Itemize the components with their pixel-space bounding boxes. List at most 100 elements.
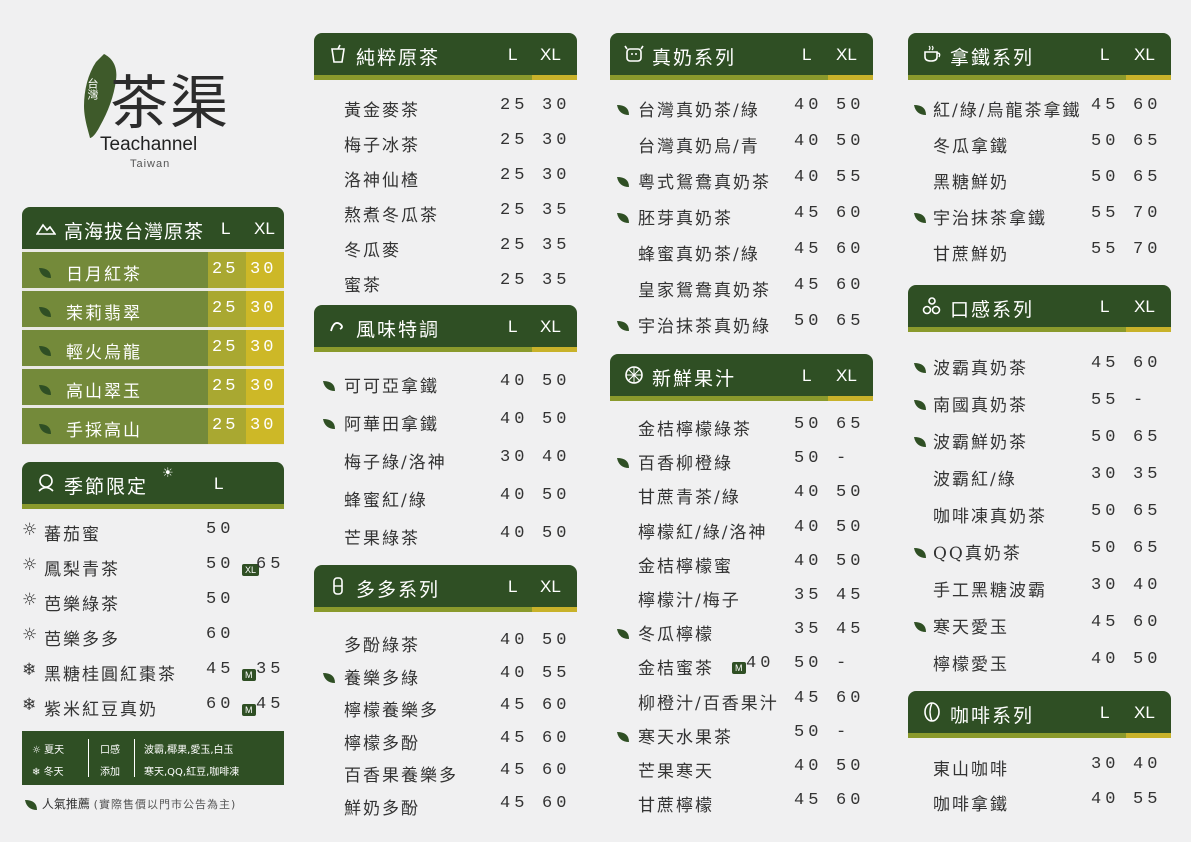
leaf-icon	[616, 173, 630, 187]
item-name: 金桔檸檬綠茶	[638, 420, 752, 440]
item-name: 金桔蜜茶	[638, 659, 714, 680]
menu-item: 檸檬紅/綠/洛神 40 50	[616, 518, 866, 543]
menu-item: 甘蔗鮮奶 55 70	[913, 240, 1163, 265]
section-title: 多多系列	[356, 579, 441, 601]
price-l: 40	[794, 551, 823, 571]
price-xl: 60	[1133, 96, 1162, 115]
section-title: 拿鐵系列	[950, 47, 1035, 69]
section-title: 高海拔台灣原茶	[64, 221, 205, 243]
sun-icon: ☼	[22, 520, 40, 540]
price-l: 40	[794, 168, 823, 187]
price-xl: 30	[250, 338, 277, 357]
size-badge: M	[242, 703, 256, 716]
size-l-label: L	[221, 219, 231, 238]
item-name: 蕃茄蜜	[44, 525, 101, 545]
menu-item: 咖啡拿鐵 40 55	[913, 790, 1163, 815]
sun-icon: ☼	[22, 555, 40, 575]
texture-label: 口感	[100, 745, 120, 756]
leaf-icon	[616, 209, 630, 223]
item-name: 南國真奶茶	[933, 396, 1028, 416]
leaf-icon	[38, 303, 52, 317]
item-name: 皇家鴛鴦真奶茶	[638, 281, 771, 301]
winter-label: 冬天	[43, 767, 64, 778]
menu-item: 波霸真奶茶 45 60	[913, 354, 1163, 379]
price-l: 25	[212, 260, 239, 279]
menu-item: 宇治抹茶真奶綠 50 65	[616, 312, 866, 337]
price-l: 50	[794, 312, 823, 331]
section-header-texture: 口感系列 L XL	[908, 285, 1171, 332]
item-name: 梅子冰茶	[344, 136, 420, 156]
item-name: 台灣真奶茶/綠	[638, 101, 760, 121]
size-l-label: L	[1100, 297, 1110, 316]
price-xl: 45	[836, 620, 865, 640]
price-xl: -	[836, 654, 851, 674]
size-l-label: L	[214, 474, 224, 493]
price-xl: 35	[542, 236, 571, 255]
leaf-icon	[322, 415, 336, 429]
menu-item: 宇治抹茶拿鐵 55 70	[913, 204, 1163, 229]
badge-price: 40	[746, 654, 775, 674]
menu-item: 南國真奶茶 55-	[913, 391, 1163, 416]
size-badge: M	[242, 668, 256, 681]
price-l: 50	[1091, 168, 1120, 187]
menu-item: 冬瓜檸檬 35 45	[616, 620, 866, 645]
item-name: 芒果綠茶	[344, 529, 420, 549]
menu-item: 波霸紅/綠 30 35	[913, 465, 1163, 490]
leaf-icon	[38, 342, 52, 356]
leaf-icon	[616, 101, 630, 115]
cup-icon	[331, 44, 345, 63]
price-xl: 55	[542, 663, 571, 683]
item-name: 蜜茶	[344, 276, 382, 296]
legend-box: ☼ 夏天 ❄ 冬天 口感 添加 波霸,椰果,愛玉,白玉 寒天,QQ,紅豆,咖啡凍	[22, 731, 284, 785]
price-xl: 65	[836, 312, 865, 331]
section-header-milk: 真奶系列 L XL	[610, 33, 873, 80]
menu-item: 百香柳橙綠 50-	[616, 449, 866, 474]
menu-item: 金桔檸檬蜜 40 50	[616, 551, 866, 577]
price-xl: 50	[542, 524, 571, 543]
item-name: 波霸真奶茶	[933, 359, 1028, 379]
item-name: 甘蔗鮮奶	[933, 245, 1009, 265]
coffee-cup-icon	[924, 45, 941, 62]
menu-item: 手工黑糖波霸 30 40	[913, 576, 1163, 601]
item-name: 芭樂綠茶	[44, 595, 120, 615]
menu-item: 冬瓜麥 25 35	[322, 236, 572, 261]
section-header-coffee: 咖啡系列 L XL	[908, 691, 1171, 738]
price-xl: 30	[542, 166, 571, 185]
size-badge: M	[732, 661, 746, 674]
leaf-icon	[913, 359, 927, 373]
price-note: (實際售價以門市公告為主)	[93, 798, 237, 811]
price-xl: -	[836, 449, 851, 469]
add-label: 添加	[100, 767, 120, 778]
price-l: 25	[500, 166, 529, 185]
price-xl: 60	[836, 240, 865, 259]
item-name: 粵式鴛鴦真奶茶	[638, 173, 771, 193]
price-l: 40	[794, 483, 823, 503]
person-icon	[38, 474, 54, 492]
price-l: 50	[1091, 132, 1120, 151]
price-l: 40	[500, 524, 529, 543]
price-l: 45	[500, 728, 529, 748]
price-xl: 60	[542, 696, 571, 715]
item-name: 波霸紅/綠	[933, 470, 1017, 490]
item-name: 金桔檸檬蜜	[638, 556, 733, 577]
section-header-latte: 拿鐵系列 L XL	[908, 33, 1171, 80]
price-l: 60	[206, 625, 235, 644]
menu-item: 寒天愛玉 45 60	[913, 613, 1163, 638]
section-title: 口感系列	[950, 299, 1035, 321]
size-xl-label: XL	[540, 317, 561, 336]
price-l: 50	[206, 590, 235, 609]
item-name: 冬瓜麥	[344, 241, 401, 261]
price-l: 50	[1091, 428, 1120, 447]
price-l: 30	[1091, 465, 1120, 484]
leaf-icon	[913, 544, 927, 558]
menu-item: 台灣真奶茶/綠 40 50	[616, 96, 866, 121]
menu-item: 熬煮冬瓜茶 25 35	[322, 201, 572, 226]
size-l-label: L	[1100, 45, 1110, 64]
size-xl-label: XL	[1134, 45, 1155, 64]
price-l: 40	[1091, 790, 1120, 809]
popular-label: 人氣推薦	[41, 797, 90, 811]
price-xl: 55	[1133, 790, 1162, 809]
price-l: 45	[794, 276, 823, 295]
section-header-season: 季節限定 ☀ L	[22, 462, 284, 504]
size-xl-label: XL	[1134, 703, 1155, 722]
